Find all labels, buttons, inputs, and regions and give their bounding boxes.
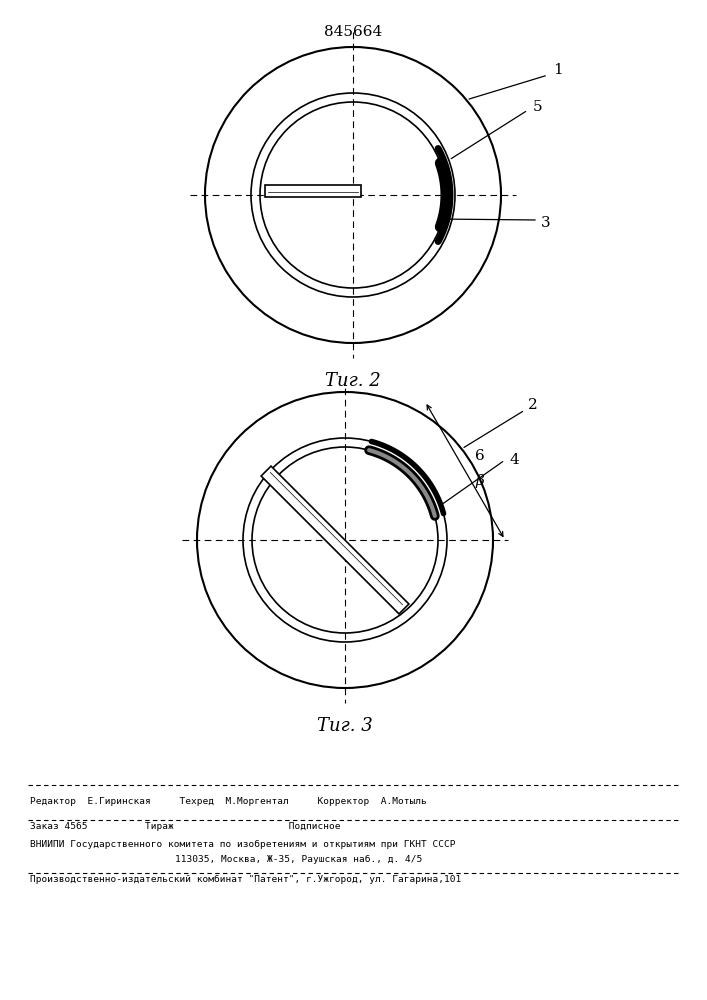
Circle shape bbox=[243, 438, 447, 642]
Text: 113035, Москва, Ж-35, Раушская наб., д. 4/5: 113035, Москва, Ж-35, Раушская наб., д. … bbox=[175, 855, 422, 864]
Text: 6: 6 bbox=[475, 449, 485, 463]
Circle shape bbox=[252, 447, 438, 633]
Bar bbox=[265, 185, 361, 197]
Text: Редактор  Е.Гиринская     Техред  М.Моргентал     Корректор  А.Мотыль: Редактор Е.Гиринская Техред М.Моргентал … bbox=[30, 797, 427, 806]
Text: Производственно-издательский комбинат "Патент", г.Ужгород, ул. Гагарина,101: Производственно-издательский комбинат "П… bbox=[30, 875, 461, 884]
Text: 2: 2 bbox=[528, 398, 538, 412]
Circle shape bbox=[260, 102, 446, 288]
Text: 845664: 845664 bbox=[324, 25, 382, 39]
Text: 4: 4 bbox=[510, 453, 520, 467]
Text: β: β bbox=[475, 474, 484, 488]
Circle shape bbox=[205, 47, 501, 343]
Text: Заказ 4565          Тираж                    Подписное: Заказ 4565 Тираж Подписное bbox=[30, 822, 341, 831]
Text: Τиг. 3: Τиг. 3 bbox=[317, 717, 373, 735]
Text: Τиг. 2: Τиг. 2 bbox=[325, 372, 381, 390]
Polygon shape bbox=[261, 466, 409, 614]
Text: ВНИИПИ Государственного комитета по изобретениям и открытиям при ГКНТ СССР: ВНИИПИ Государственного комитета по изоб… bbox=[30, 840, 455, 849]
Text: 1: 1 bbox=[553, 63, 563, 77]
Text: 3: 3 bbox=[541, 216, 551, 230]
Circle shape bbox=[197, 392, 493, 688]
Circle shape bbox=[251, 93, 455, 297]
Text: 5: 5 bbox=[533, 100, 543, 114]
